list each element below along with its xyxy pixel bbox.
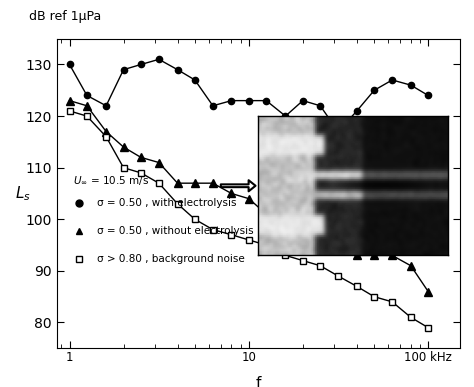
Text: $U_{\infty}$ = 10.5 m/s: $U_{\infty}$ = 10.5 m/s — [73, 175, 149, 187]
σ = 0.50 , with electrolysis — [228, 98, 234, 103]
σ = 0.50 , without electrolysis — [138, 155, 144, 160]
Text: dB ref 1μPa: dB ref 1μPa — [28, 10, 101, 23]
σ = 0.50 , without electrolysis — [103, 129, 109, 134]
σ > 0.80 , background noise — [371, 295, 377, 299]
σ = 0.50 , with electrolysis — [192, 78, 198, 82]
σ = 0.50 , without electrolysis — [84, 103, 90, 108]
σ = 0.50 , without electrolysis — [210, 181, 216, 185]
σ = 0.50 , without electrolysis — [336, 248, 341, 253]
σ = 0.50 , without electrolysis — [389, 253, 395, 258]
σ > 0.80 , background noise — [174, 202, 180, 206]
Text: 10: 10 — [241, 351, 256, 364]
σ = 0.50 , with electrolysis — [210, 103, 216, 108]
σ > 0.80 , background noise — [156, 181, 162, 185]
σ = 0.50 , with electrolysis — [84, 93, 90, 98]
σ > 0.80 , background noise — [336, 274, 341, 278]
Line: σ > 0.80 , background noise: σ > 0.80 , background noise — [66, 108, 432, 331]
σ > 0.80 , background noise — [67, 109, 73, 113]
Text: f: f — [255, 376, 261, 387]
σ > 0.80 , background noise — [103, 134, 109, 139]
σ = 0.50 , with electrolysis — [389, 78, 395, 82]
σ > 0.80 , background noise — [246, 238, 252, 242]
σ = 0.50 , without electrolysis — [425, 289, 431, 294]
σ > 0.80 , background noise — [425, 325, 431, 330]
σ > 0.80 , background noise — [228, 233, 234, 237]
σ = 0.50 , without electrolysis — [121, 145, 127, 149]
σ = 0.50 , without electrolysis — [192, 181, 198, 185]
Text: σ > 0.80 , background noise: σ > 0.80 , background noise — [97, 253, 245, 264]
σ > 0.80 , background noise — [121, 165, 127, 170]
σ = 0.50 , without electrolysis — [246, 196, 252, 201]
σ = 0.50 , with electrolysis — [425, 93, 431, 98]
σ > 0.80 , background noise — [138, 171, 144, 175]
σ = 0.50 , with electrolysis — [264, 98, 269, 103]
Text: σ = 0.50 , without electrolysis: σ = 0.50 , without electrolysis — [97, 226, 254, 236]
σ > 0.80 , background noise — [300, 258, 306, 263]
σ = 0.50 , with electrolysis — [103, 103, 109, 108]
σ = 0.50 , without electrolysis — [354, 253, 360, 258]
σ = 0.50 , with electrolysis — [318, 103, 323, 108]
σ = 0.50 , with electrolysis — [283, 114, 288, 118]
σ = 0.50 , with electrolysis — [354, 109, 360, 113]
Line: σ = 0.50 , without electrolysis: σ = 0.50 , without electrolysis — [65, 96, 432, 296]
Y-axis label: $L_s$: $L_s$ — [15, 184, 31, 203]
σ = 0.50 , with electrolysis — [138, 62, 144, 67]
σ = 0.50 , with electrolysis — [121, 67, 127, 72]
σ = 0.50 , with electrolysis — [408, 83, 414, 87]
Line: σ = 0.50 , with electrolysis: σ = 0.50 , with electrolysis — [66, 56, 431, 135]
σ > 0.80 , background noise — [318, 264, 323, 268]
σ > 0.80 , background noise — [408, 315, 414, 320]
Text: 100 kHz: 100 kHz — [404, 351, 452, 364]
Text: σ = 0.50 , with electrolysis: σ = 0.50 , with electrolysis — [97, 198, 237, 208]
σ = 0.50 , without electrolysis — [318, 243, 323, 247]
Text: 1: 1 — [66, 351, 73, 364]
σ = 0.50 , with electrolysis — [174, 67, 180, 72]
σ = 0.50 , with electrolysis — [300, 98, 306, 103]
σ = 0.50 , without electrolysis — [300, 233, 306, 237]
σ = 0.50 , without electrolysis — [408, 264, 414, 268]
σ > 0.80 , background noise — [283, 253, 288, 258]
σ = 0.50 , without electrolysis — [371, 253, 377, 258]
σ = 0.50 , without electrolysis — [228, 191, 234, 196]
σ = 0.50 , without electrolysis — [174, 181, 180, 185]
σ > 0.80 , background noise — [192, 217, 198, 222]
σ > 0.80 , background noise — [84, 114, 90, 118]
σ = 0.50 , without electrolysis — [67, 98, 73, 103]
σ = 0.50 , with electrolysis — [246, 98, 252, 103]
σ = 0.50 , without electrolysis — [156, 160, 162, 165]
σ > 0.80 , background noise — [354, 284, 360, 289]
σ = 0.50 , with electrolysis — [67, 62, 73, 67]
σ = 0.50 , without electrolysis — [283, 207, 288, 211]
σ = 0.50 , with electrolysis — [156, 57, 162, 62]
σ > 0.80 , background noise — [264, 243, 269, 247]
σ = 0.50 , with electrolysis — [336, 129, 341, 134]
σ > 0.80 , background noise — [389, 300, 395, 304]
σ > 0.80 , background noise — [210, 227, 216, 232]
σ = 0.50 , with electrolysis — [371, 88, 377, 92]
σ = 0.50 , without electrolysis — [264, 212, 269, 216]
